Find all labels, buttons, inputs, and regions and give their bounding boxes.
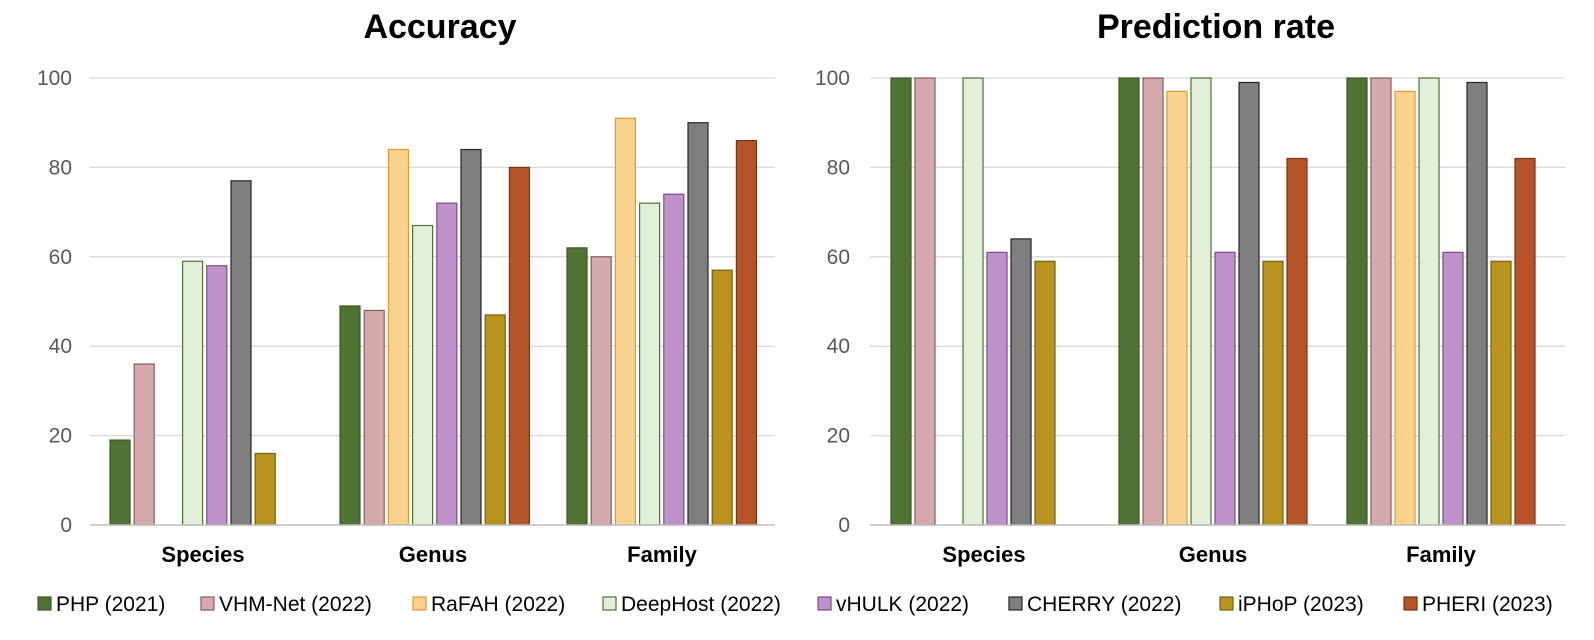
x-category-label: Genus	[1179, 542, 1247, 567]
bar-deephost-2022-species	[182, 260, 204, 526]
legend: PHP (2021) VHM-Net (2022) RaFAH (2022) Deep…	[37, 593, 1553, 616]
bar-iphop-2023-family	[711, 269, 733, 526]
legend-label: PHP (2021)	[56, 593, 165, 616]
bar-vhulk-2022-species	[986, 251, 1008, 526]
bar-deephost-2022-family	[1418, 77, 1440, 526]
legend-label: RaFAH (2022)	[431, 593, 565, 616]
bar-vhulk-2022-family	[1442, 251, 1464, 526]
bar-vhm-net-2022-species	[914, 77, 936, 526]
y-tick-label: 100	[37, 67, 72, 90]
chart-title: Accuracy	[363, 8, 516, 46]
chart-title: Prediction rate	[1097, 8, 1335, 46]
bar-vhm-net-2022-family	[1370, 77, 1392, 526]
bar-iphop-2023-species	[1034, 260, 1056, 526]
y-tick-label: 40	[49, 335, 72, 358]
bar-php-2021-family	[1346, 77, 1368, 526]
accuracy-chart: Accuracy 0 20 40 60 80 100 Species Genus Family	[37, 8, 775, 567]
bar-rafah-2022-genus	[1166, 90, 1188, 526]
bar-deephost-2022-species	[962, 77, 984, 526]
bar-rafah-2022-family	[1394, 90, 1416, 526]
bar-pheri-2023-family	[735, 139, 758, 526]
bar-vhm-net-2022-genus	[363, 309, 385, 526]
x-category-label: Genus	[399, 542, 467, 567]
bar-vhm-net-2022-genus	[1142, 77, 1164, 526]
legend-swatch-deephost-2022	[602, 596, 617, 611]
y-tick-label: 0	[60, 514, 72, 537]
bar-cherry-2022-species	[230, 180, 252, 526]
legend-swatch-vhulk-2022	[817, 596, 832, 611]
bar-iphop-2023-genus	[1262, 260, 1284, 526]
bar-cherry-2022-genus	[460, 148, 482, 526]
legend-label: VHM-Net (2022)	[219, 593, 372, 616]
bar-deephost-2022-family	[638, 202, 661, 526]
x-category-label: Species	[942, 542, 1025, 567]
bar-iphop-2023-genus	[484, 314, 506, 526]
bar-vhulk-2022-family	[663, 193, 685, 526]
bar-php-2021-species	[109, 439, 131, 526]
legend-swatch-php-2021	[37, 596, 52, 611]
bar-php-2021-genus	[339, 305, 361, 526]
legend-swatch-pheri-2023	[1403, 596, 1418, 611]
bar-iphop-2023-family	[1490, 260, 1512, 526]
bar-vhm-net-2022-family	[590, 256, 612, 526]
x-category-label: Species	[161, 542, 244, 567]
bar-vhulk-2022-species	[206, 265, 228, 526]
legend-swatch-iphop-2023	[1219, 596, 1234, 611]
legend-swatch-rafah-2022	[412, 596, 427, 611]
legend-label: DeepHost (2022)	[621, 593, 781, 616]
bar-vhulk-2022-genus	[436, 202, 458, 526]
bar-pheri-2023-family	[1514, 157, 1536, 526]
bar-php-2021-species	[890, 77, 912, 526]
legend-label: CHERRY (2022)	[1027, 593, 1181, 616]
bar-pheri-2023-genus	[508, 166, 530, 526]
x-category-label: Family	[627, 542, 697, 567]
bar-deephost-2022-genus	[1190, 77, 1212, 526]
y-tick-label: 100	[815, 67, 850, 90]
bar-vhulk-2022-genus	[1214, 251, 1236, 526]
bar-vhm-net-2022-species	[133, 363, 155, 526]
bar-rafah-2022-genus	[387, 148, 409, 526]
y-tick-label: 60	[827, 246, 850, 269]
y-tick-label: 20	[49, 425, 72, 448]
x-category-label: Family	[1406, 542, 1476, 567]
prediction-rate-chart: Prediction rate 0 20 40 60 80 100 Species Genus…	[815, 8, 1565, 567]
legend-label: PHERI (2023)	[1422, 593, 1553, 616]
bar-pheri-2023-genus	[1286, 157, 1308, 526]
bar-cherry-2022-species	[1010, 238, 1032, 526]
bar-iphop-2023-species	[254, 452, 276, 526]
y-tick-label: 80	[827, 156, 850, 179]
legend-swatch-cherry-2022	[1008, 596, 1023, 611]
bar-cherry-2022-family	[1466, 81, 1488, 526]
y-tick-label: 0	[838, 514, 850, 537]
legend-swatch-vhm-net-2022	[200, 596, 215, 611]
bar-php-2021-family	[566, 247, 588, 526]
bar-php-2021-genus	[1118, 77, 1140, 526]
y-tick-label: 20	[827, 425, 850, 448]
bar-deephost-2022-genus	[412, 224, 434, 526]
y-tick-label: 80	[49, 156, 72, 179]
bar-cherry-2022-family	[687, 122, 709, 526]
y-tick-label: 60	[49, 246, 72, 269]
bar-rafah-2022-family	[614, 117, 637, 526]
bar-cherry-2022-genus	[1238, 81, 1260, 526]
legend-label: vHULK (2022)	[836, 593, 969, 616]
legend-label: iPHoP (2023)	[1238, 593, 1364, 616]
y-tick-label: 40	[827, 335, 850, 358]
